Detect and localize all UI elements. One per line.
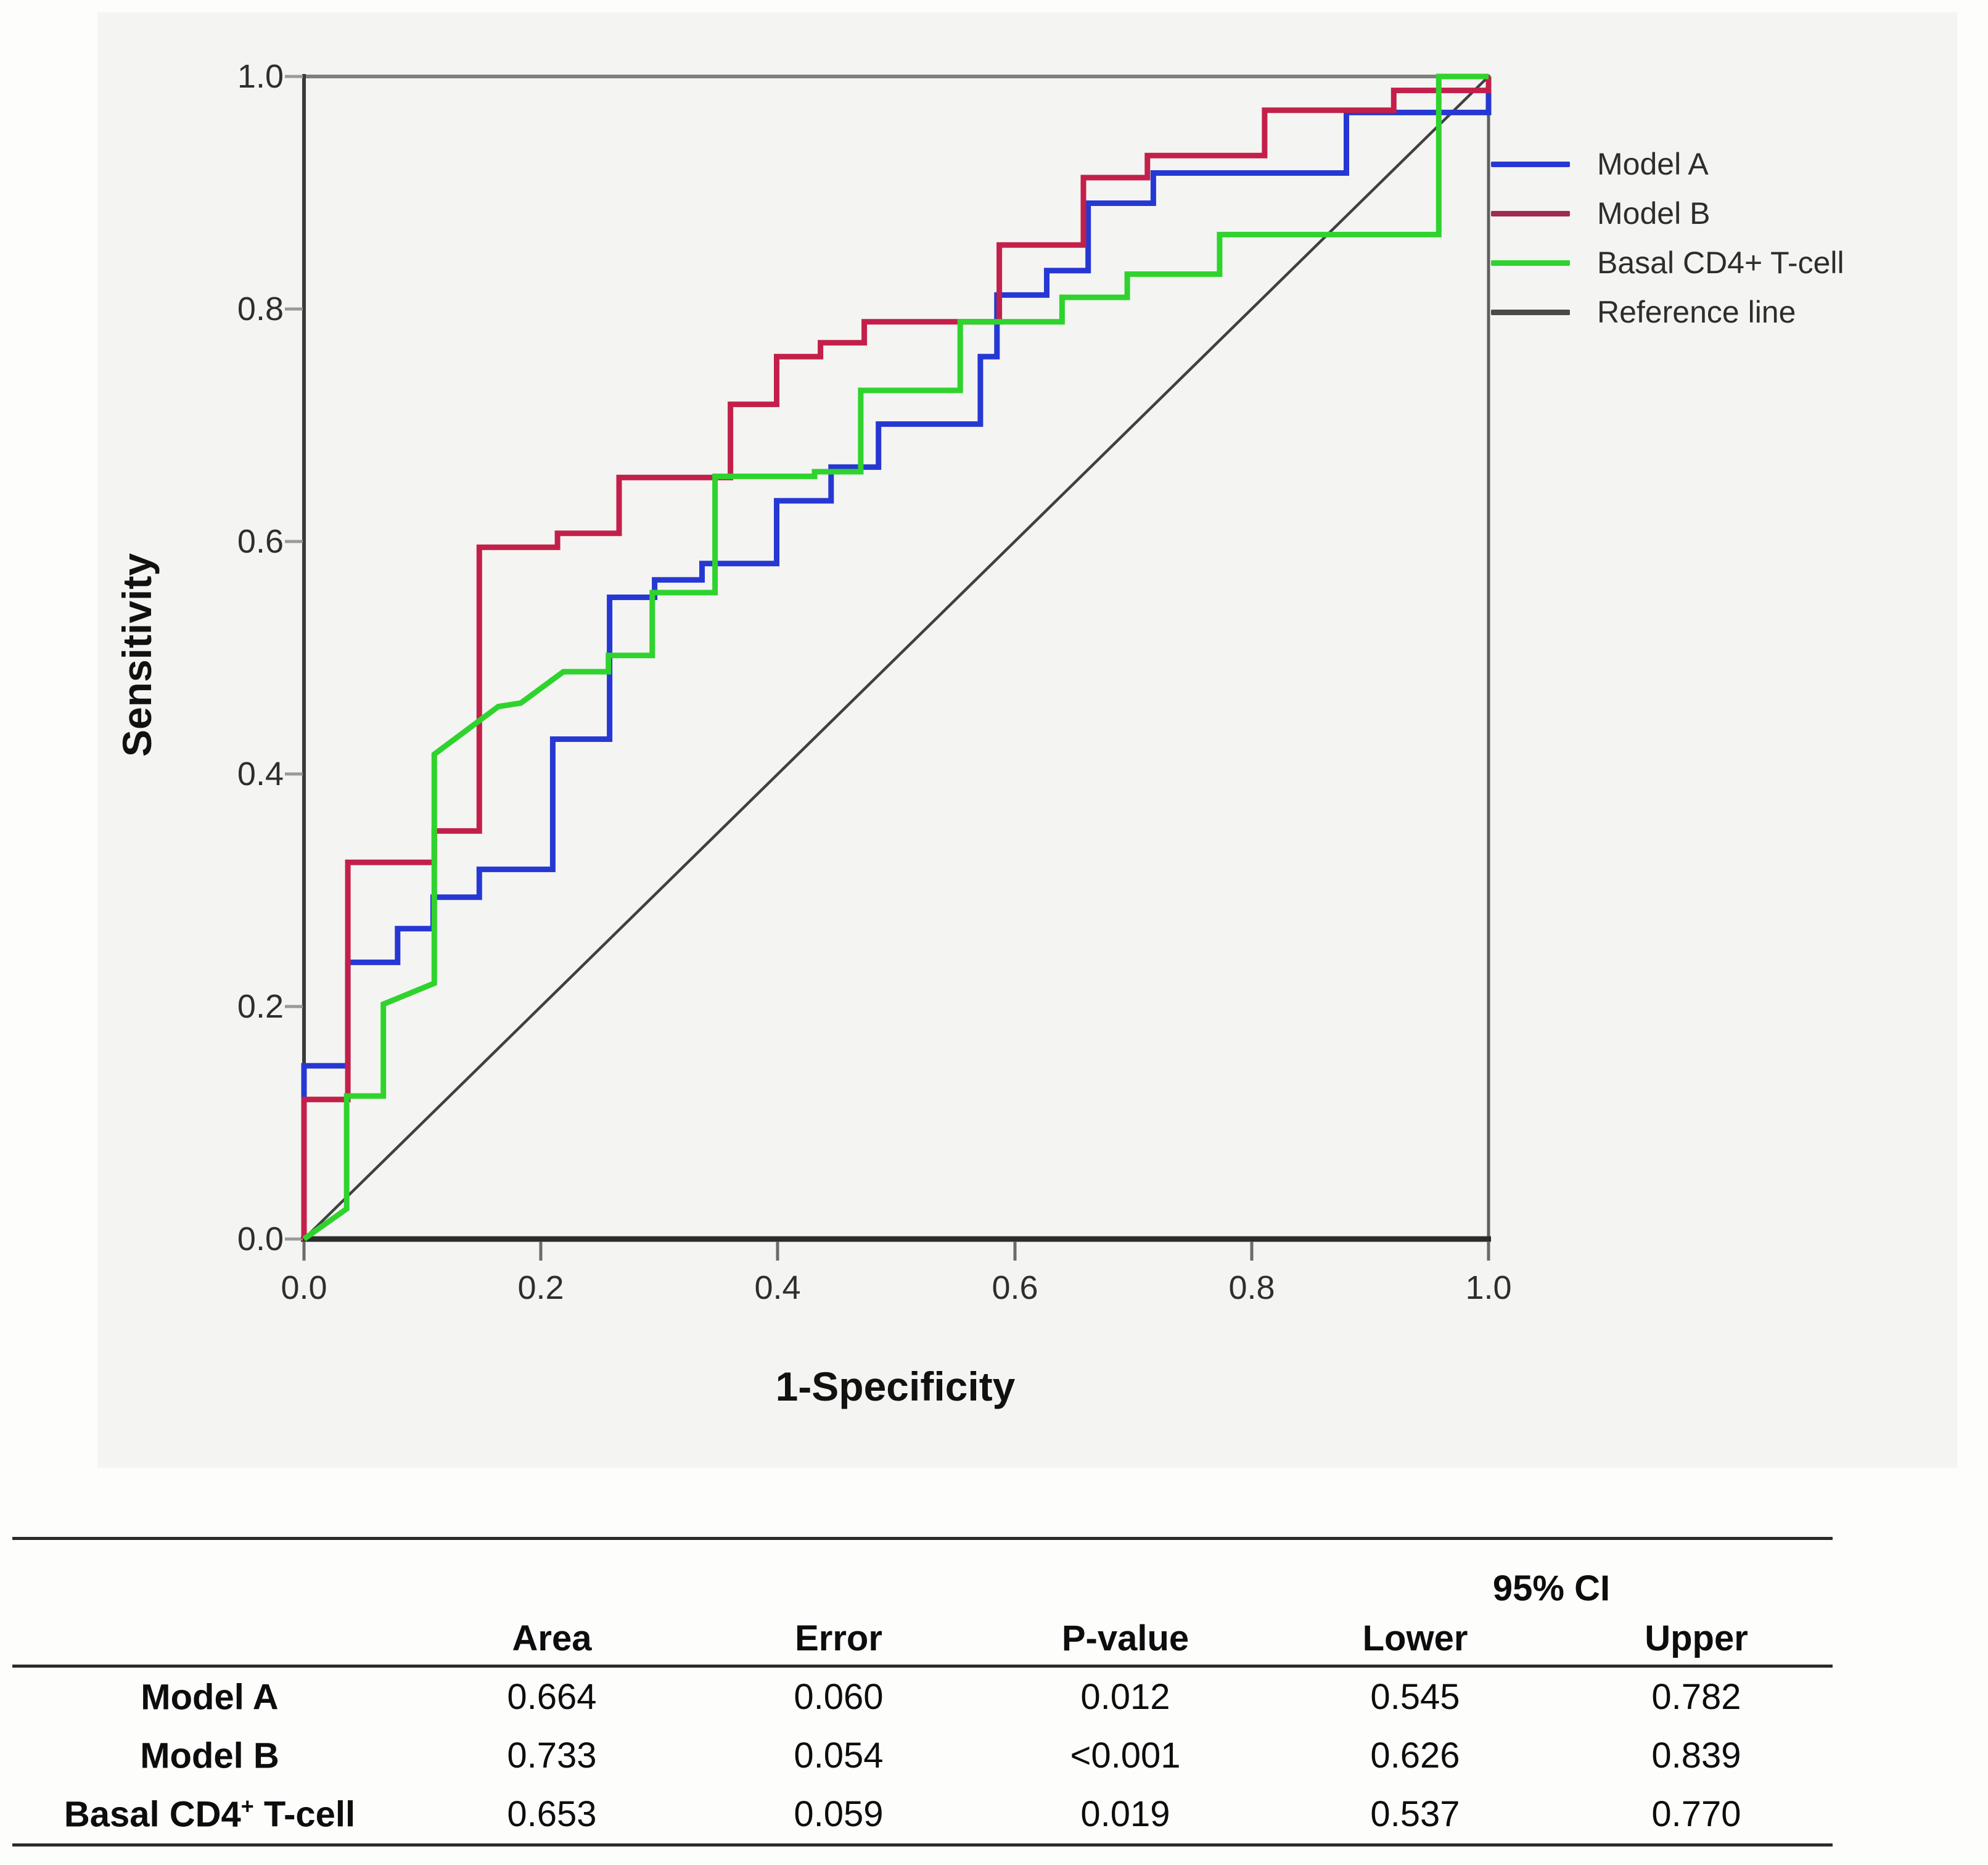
x-tick-label-0.2: 0.2 <box>517 1269 564 1306</box>
cell-area: 0.664 <box>507 1677 597 1717</box>
cell-area: 0.733 <box>507 1735 597 1776</box>
legend-item-basal-cd4-t-cell: Basal CD4+ T-cell <box>1491 238 1947 287</box>
col-header-error: Error <box>795 1618 882 1658</box>
x-tick-label-0.6: 0.6 <box>992 1269 1038 1306</box>
spacer-cell <box>980 1539 1270 1612</box>
cell-p-value: <0.001 <box>1070 1735 1181 1776</box>
spacer-cell <box>697 1539 980 1612</box>
ci-header-row: 95% CI <box>12 1539 1833 1612</box>
table-row-model-b: Model B 0.733 0.054 <0.001 0.626 0.839 <box>12 1726 1833 1785</box>
legend-item-model-b: Model B <box>1491 189 1947 238</box>
y-tick-label-0.8: 0.8 <box>237 290 284 327</box>
y-tick-label-0.4: 0.4 <box>237 755 284 793</box>
auc-stats-table: 95% CI Area Error P-value Lower Upper Mo… <box>12 1537 1833 1846</box>
cell-area: 0.653 <box>507 1794 597 1834</box>
x-tick-label-0.0: 0.0 <box>281 1269 327 1306</box>
spacer-cell <box>12 1539 407 1612</box>
x-tick-label-0.8: 0.8 <box>1228 1269 1275 1306</box>
y-tick-label-0.2: 0.2 <box>237 988 284 1025</box>
cell-upper: 0.770 <box>1651 1794 1741 1834</box>
y-tick-label-1.0: 1.0 <box>237 58 284 95</box>
table-row-basal-cd4-t-cell: Basal CD4+ T-cell 0.653 0.059 0.019 0.53… <box>12 1785 1833 1845</box>
row-label-model-b: Model B <box>140 1735 279 1776</box>
legend-item-reference-line: Reference line <box>1491 287 1947 337</box>
col-header-p-value: P-value <box>1061 1618 1189 1658</box>
cell-error: 0.060 <box>794 1677 884 1717</box>
y-axis-title: Sensitivity <box>114 553 160 757</box>
cell-p-value: 0.019 <box>1080 1794 1170 1834</box>
cell-upper: 0.782 <box>1651 1677 1741 1717</box>
legend-label-reference-line: Reference line <box>1597 295 1796 329</box>
spacer-cell <box>12 1612 407 1666</box>
x-tick-label-1.0: 1.0 <box>1465 1269 1512 1306</box>
cell-error: 0.059 <box>794 1794 884 1834</box>
col-header-area: Area <box>512 1618 592 1658</box>
legend-line-icon-reference-line <box>1491 310 1570 315</box>
x-tick-label-0.4: 0.4 <box>754 1269 801 1306</box>
ci-header-cell: 95% CI <box>1492 1568 1611 1608</box>
col-header-lower: Lower <box>1362 1618 1468 1658</box>
legend-label-model-a: Model A <box>1597 147 1709 181</box>
cell-lower: 0.626 <box>1370 1735 1460 1776</box>
col-header-upper: Upper <box>1645 1618 1748 1658</box>
legend-label-basal-cd4-t-cell: Basal CD4+ T-cell <box>1597 245 1844 280</box>
spacer-cell <box>407 1539 697 1612</box>
y-tick-label-0.0: 0.0 <box>237 1221 284 1258</box>
row-label-model-a: Model A <box>141 1677 279 1718</box>
cell-upper: 0.839 <box>1651 1735 1741 1776</box>
y-tick-label-0.6: 0.6 <box>237 523 284 560</box>
table-row-model-a: Model A 0.664 0.060 0.012 0.545 0.782 <box>12 1666 1833 1727</box>
cell-p-value: 0.012 <box>1080 1677 1170 1717</box>
x-axis-title: 1-Specificity <box>775 1364 1016 1409</box>
legend-label-model-b: Model B <box>1597 196 1711 231</box>
legend-item-model-a: Model A <box>1491 139 1947 189</box>
cell-lower: 0.537 <box>1370 1794 1460 1834</box>
legend-line-icon-basal-cd4-t-cell <box>1491 260 1570 266</box>
cell-lower: 0.545 <box>1370 1677 1460 1717</box>
row-label-basal-cd4-t-cell: Basal CD4+ T-cell <box>64 1793 356 1835</box>
legend-line-icon-model-a <box>1491 162 1570 167</box>
cell-error: 0.054 <box>794 1735 884 1776</box>
column-header-row: Area Error P-value Lower Upper <box>12 1612 1833 1666</box>
legend-line-icon-model-b <box>1491 211 1570 216</box>
